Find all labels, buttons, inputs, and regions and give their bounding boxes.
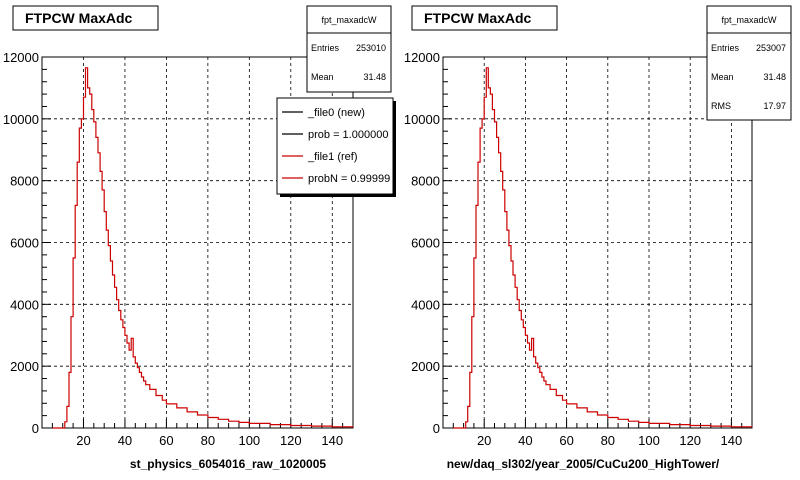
legend-label: _file1 (ref) <box>307 151 358 163</box>
y-tick-label: 8000 <box>10 174 39 189</box>
y-tick-label: 10000 <box>404 112 440 127</box>
x-tick-label: 80 <box>601 433 615 448</box>
stats-value: 31.48 <box>363 72 386 82</box>
stats-box <box>306 5 392 93</box>
y-tick-label: 6000 <box>10 236 39 251</box>
stats-label: Entries <box>311 43 340 53</box>
y-tick-label: 12000 <box>3 50 39 65</box>
stats-label: Mean <box>311 72 334 82</box>
x-tick-label: 40 <box>518 433 532 448</box>
y-tick-label: 10000 <box>3 112 39 127</box>
title-box <box>411 5 558 31</box>
stats-value: 253007 <box>756 43 786 53</box>
y-tick-label: 12000 <box>404 50 440 65</box>
x-tick-label: 140 <box>721 433 743 448</box>
y-tick-label: 4000 <box>10 297 39 312</box>
stats-name: fpt_maxadcW <box>321 15 377 25</box>
y-tick-label: 2000 <box>10 359 39 374</box>
x-axis-title: new/daq_sl302/year_2005/CuCu200_HighTowe… <box>447 457 720 471</box>
x-tick-label: 80 <box>201 433 215 448</box>
x-tick-label: 40 <box>118 433 132 448</box>
y-tick-label: 8000 <box>411 174 440 189</box>
y-tick-label: 0 <box>32 421 39 436</box>
y-tick-label: 0 <box>433 421 440 436</box>
x-tick-label: 20 <box>76 433 90 448</box>
x-tick-label: 60 <box>559 433 573 448</box>
legend-label: probN = 0.99999 <box>308 173 390 185</box>
histogram-line <box>453 67 753 429</box>
stats-box <box>706 5 792 121</box>
legend-label: _file0 (new) <box>307 107 365 119</box>
title-box <box>12 5 159 31</box>
x-tick-label: 20 <box>477 433 491 448</box>
x-tick-label: 100 <box>238 433 260 448</box>
y-tick-label: 2000 <box>411 359 440 374</box>
legend-label: prob = 1.000000 <box>308 129 388 141</box>
chart-panel-1: 0 2000 4000 6000 8000 10000 12000 20 40 60 80 100 12… <box>3 5 396 471</box>
plot-frame <box>442 56 753 429</box>
x-tick-label: 60 <box>159 433 173 448</box>
stats-label: Mean <box>711 72 734 82</box>
x-tick-label: 100 <box>638 433 660 448</box>
x-tick-label: 120 <box>280 433 302 448</box>
stats-value: 253010 <box>356 43 386 53</box>
chart-panel-2: 0 2000 4000 6000 8000 10000 12000 20 40 60 80 100 12… <box>404 5 792 471</box>
y-tick-label: 4000 <box>411 297 440 312</box>
stats-name: fpt_maxadcW <box>721 15 777 25</box>
y-tick-label: 6000 <box>411 236 440 251</box>
x-axis-title: st_physics_6054016_raw_1020005 <box>130 457 326 471</box>
x-tick-label: 120 <box>679 433 701 448</box>
chart-title: FTPCW MaxAdc <box>424 10 532 26</box>
stats-label: RMS <box>711 101 731 111</box>
x-tick-label: 140 <box>321 433 343 448</box>
stats-value: 17.97 <box>763 101 786 111</box>
stats-value: 31.48 <box>763 72 786 82</box>
chart-title: FTPCW MaxAdc <box>25 10 133 26</box>
stats-label: Entries <box>711 43 740 53</box>
histogram-line <box>52 67 354 429</box>
